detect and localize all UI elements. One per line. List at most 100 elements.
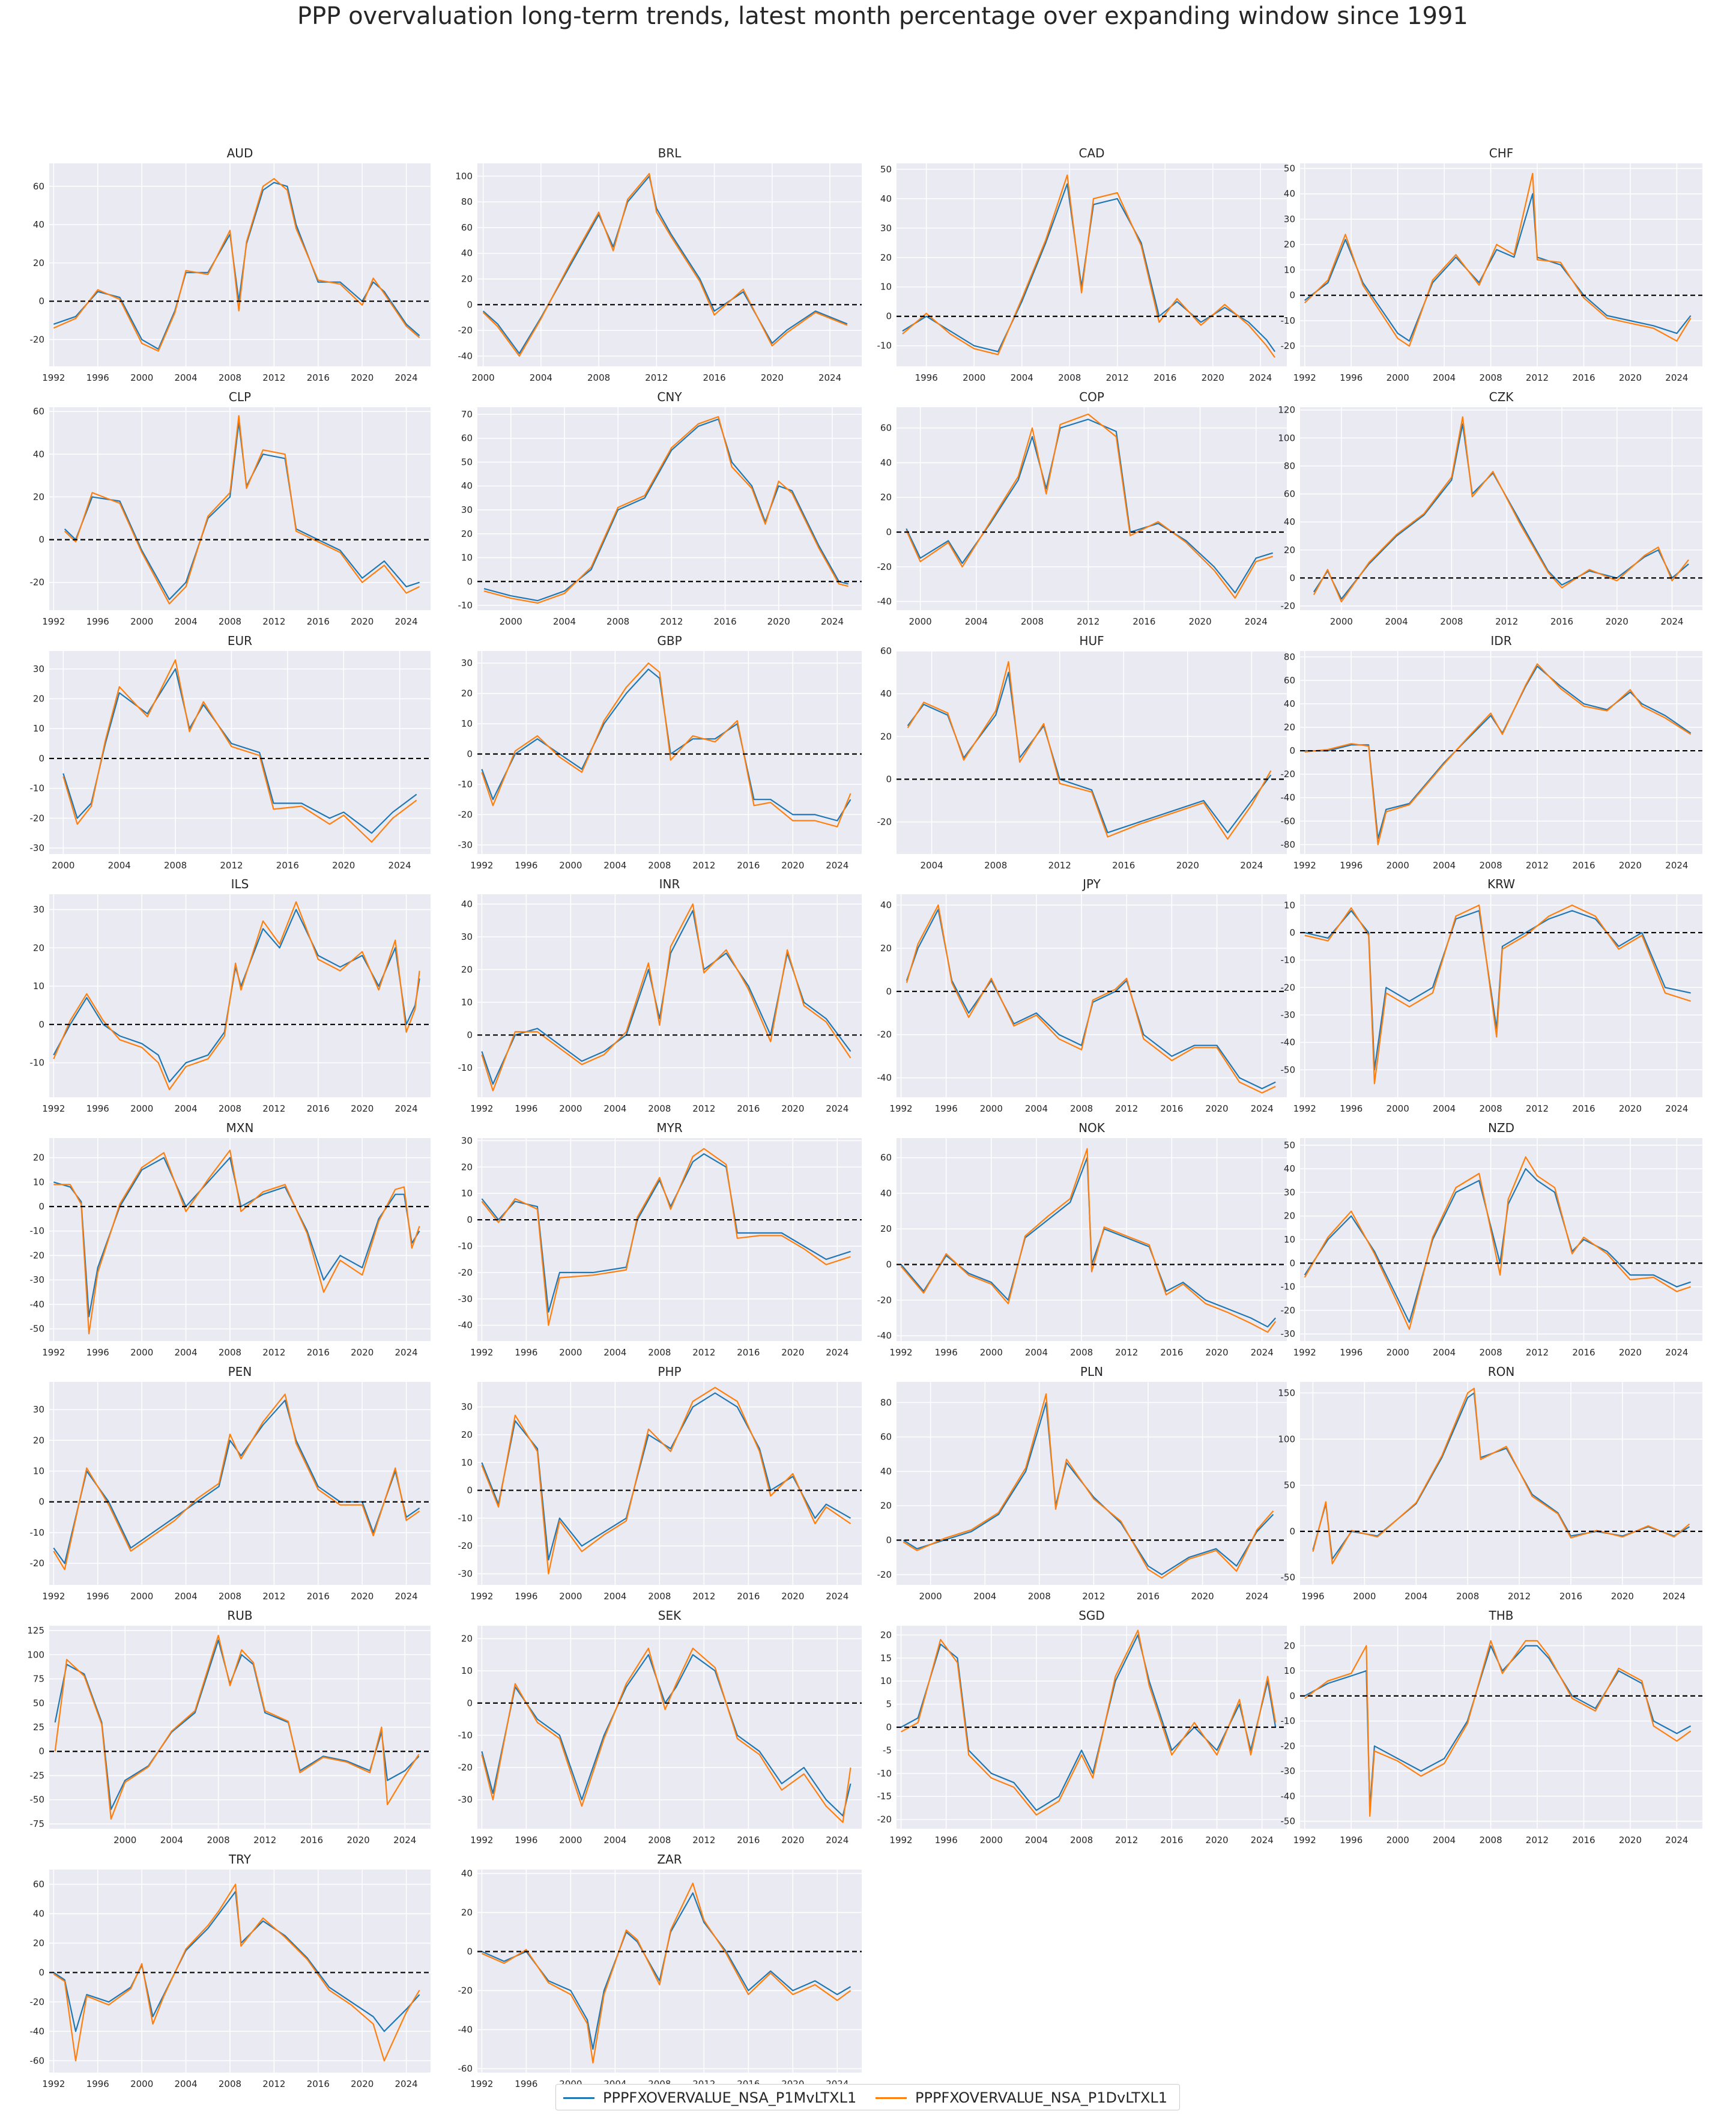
x-tick-label: 2004 <box>603 1835 626 1846</box>
y-tick-label: -20 <box>1281 982 1296 993</box>
plot-area-cad <box>897 163 1287 366</box>
x-tick-label: 1992 <box>889 1347 912 1358</box>
figure-title-text: PPP overvaluation long-term trends, late… <box>297 2 1468 30</box>
plot-area-ils <box>49 894 431 1097</box>
x-tick-label: 2008 <box>1070 1103 1093 1114</box>
y-tick-label: -10 <box>1281 955 1296 966</box>
x-tick-label: 2020 <box>351 1103 374 1114</box>
x-tick-label: 2024 <box>1665 372 1688 383</box>
y-tick-label: 10 <box>33 1177 44 1187</box>
y-tick-label: 0 <box>886 1259 892 1270</box>
y-tick-label: -20 <box>458 1762 473 1773</box>
y-tick-label: 50 <box>33 1698 44 1709</box>
x-tick-label: 2024 <box>1665 860 1688 871</box>
x-tick-label: 2024 <box>1245 616 1268 627</box>
x-tick-label: 2016 <box>1572 1347 1595 1358</box>
y-tick-label: 0 <box>467 1214 473 1225</box>
x-tick-label: 1996 <box>515 860 537 871</box>
y-tick-label: -20 <box>458 1267 473 1278</box>
panel-title-clp: CLP <box>229 390 251 404</box>
x-tick-label: 2012 <box>1048 860 1071 871</box>
y-tick-label: 60 <box>1284 489 1295 500</box>
y-tick-label: -20 <box>458 325 473 336</box>
x-tick-label: 2012 <box>1508 1591 1531 1602</box>
x-tick-label: 2012 <box>692 1591 715 1602</box>
y-tick-label: 40 <box>461 1868 473 1879</box>
plot-area-jpy <box>897 894 1287 1097</box>
panel-title-php: PHP <box>658 1364 681 1379</box>
y-tick-label: 20 <box>461 528 473 539</box>
x-tick-label: 2016 <box>307 1347 330 1358</box>
y-tick-label: -50 <box>30 1794 45 1805</box>
y-tick-label: 10 <box>1284 1665 1295 1676</box>
plot-area-huf <box>897 651 1287 854</box>
y-tick-label: 30 <box>461 1135 473 1146</box>
x-tick-label: 2024 <box>395 1347 418 1358</box>
y-tick-label: -50 <box>1281 1816 1296 1826</box>
x-tick-label: 2020 <box>781 1103 804 1114</box>
y-tick-label: -20 <box>30 1996 45 2007</box>
plot-area-try <box>49 1870 431 2073</box>
x-tick-label: 2016 <box>300 1835 323 1846</box>
panel-title-sgd: SGD <box>1078 1608 1105 1623</box>
x-tick-label: 2000 <box>980 1347 1003 1358</box>
plot-area-idr <box>1300 651 1702 854</box>
series-line-p1d-cop <box>906 413 1274 599</box>
x-tick-label: 2020 <box>781 1591 804 1602</box>
x-tick-label: 2016 <box>307 1103 330 1114</box>
y-tick-label: 40 <box>1284 698 1295 709</box>
x-tick-label: 1996 <box>86 372 109 383</box>
x-tick-label: 2000 <box>113 1835 136 1846</box>
x-tick-label: 2012 <box>262 616 285 627</box>
y-tick-label: 40 <box>1284 1163 1295 1174</box>
series-line-p1m-cny <box>483 418 848 602</box>
plot-area-inr <box>477 894 862 1097</box>
y-tick-label: -40 <box>877 1073 892 1083</box>
y-tick-label: 20 <box>33 1152 44 1163</box>
x-tick-label: 2012 <box>660 616 683 627</box>
x-tick-label: 2008 <box>219 1591 241 1602</box>
x-tick-label: 2000 <box>130 372 153 383</box>
x-tick-label: 2024 <box>1249 372 1272 383</box>
y-tick-label: -30 <box>458 1568 473 1579</box>
x-tick-label: 2024 <box>1251 1835 1274 1846</box>
x-tick-label: 2008 <box>648 1103 671 1114</box>
y-tick-label: 60 <box>461 222 473 233</box>
y-tick-label: 0 <box>467 1946 473 1957</box>
y-tick-label: 20 <box>33 491 44 502</box>
x-tick-label: 1992 <box>470 2079 493 2089</box>
x-tick-label: 2008 <box>1479 1835 1502 1846</box>
x-tick-label: 2012 <box>692 1347 715 1358</box>
x-tick-label: 2020 <box>1611 1591 1634 1602</box>
y-tick-label: 40 <box>33 219 44 230</box>
x-tick-label: 2016 <box>1572 1835 1595 1846</box>
panel-title-nzd: NZD <box>1488 1121 1514 1135</box>
x-tick-label: 2004 <box>1405 1591 1427 1602</box>
series-line-p1m-cop <box>906 419 1274 594</box>
panel-ron: 1996 2000 2004 2008 2012 2016 2020 2024 -50 0 50 10… <box>1278 1364 1702 1602</box>
y-tick-label: -10 <box>458 1513 473 1524</box>
x-tick-label: 2004 <box>553 616 576 627</box>
x-tick-label: 1992 <box>470 860 493 871</box>
y-tick-label: -40 <box>458 2025 473 2035</box>
panel-title-inr: INR <box>659 877 680 891</box>
x-tick-label: 2000 <box>1387 1103 1409 1114</box>
series-line-p1d-chf <box>1304 172 1692 347</box>
x-tick-label: 2004 <box>174 1591 197 1602</box>
x-tick-label: 2000 <box>130 1347 153 1358</box>
x-tick-label: 2016 <box>1572 860 1595 871</box>
panel-title-mxn: MXN <box>226 1121 254 1135</box>
x-tick-label: 2004 <box>160 1835 183 1846</box>
y-tick-label: 0 <box>38 535 44 545</box>
x-tick-label: 2016 <box>713 616 736 627</box>
y-tick-label: 20 <box>880 943 892 954</box>
legend-label-p1d: PPPFXOVERVALUE_NSA_P1DvLTXL1 <box>915 2089 1168 2106</box>
y-tick-label: 20 <box>461 1429 473 1440</box>
x-tick-label: 2000 <box>980 1835 1003 1846</box>
series-line-p1d-sgd <box>900 1629 1277 1816</box>
y-tick-label: 30 <box>461 1402 473 1413</box>
x-tick-label: 2020 <box>1191 1591 1214 1602</box>
x-tick-label: 1996 <box>86 1103 109 1114</box>
panel-title-ils: ILS <box>231 877 249 891</box>
x-tick-label: 1996 <box>86 1591 109 1602</box>
